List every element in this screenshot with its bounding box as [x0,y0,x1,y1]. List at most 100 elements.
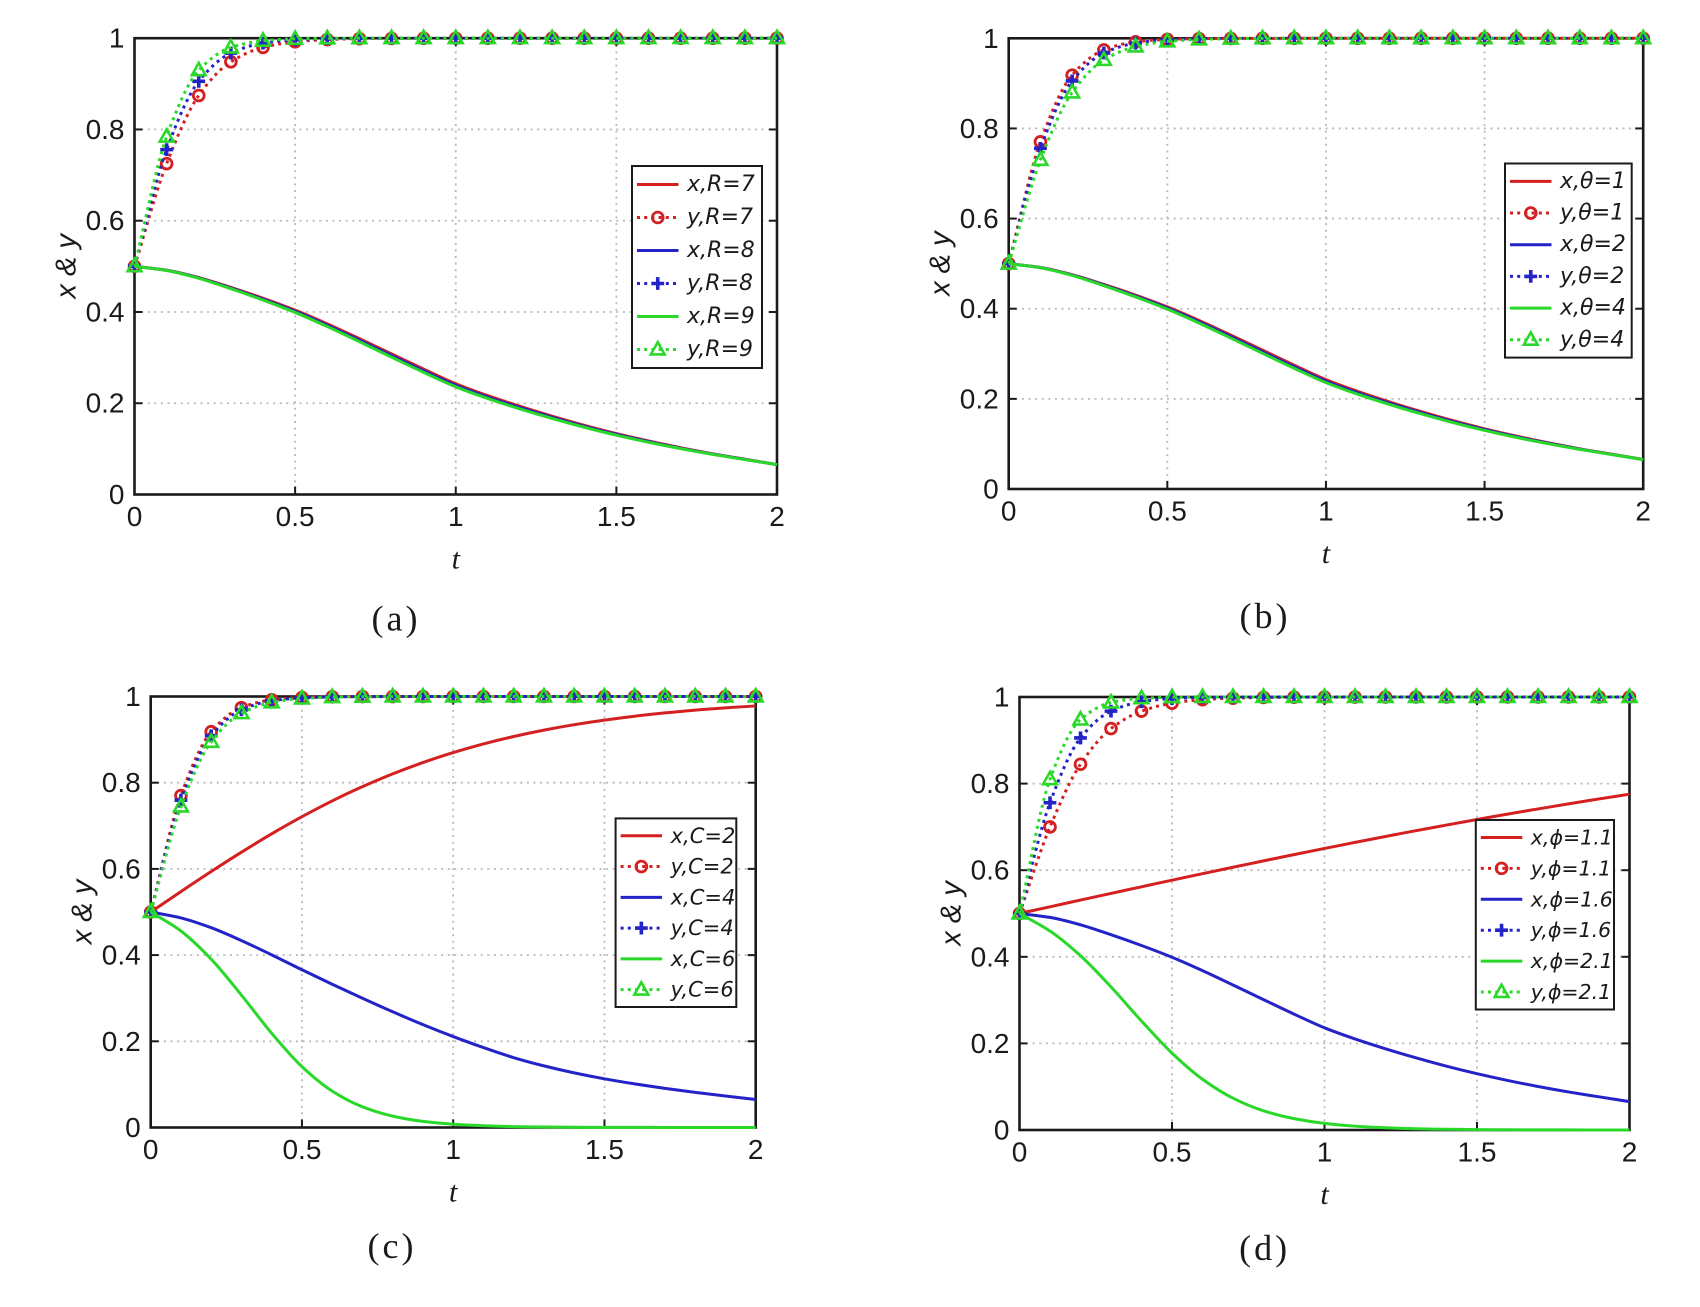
curve-c-4 [149,910,756,1129]
legend-label-a-4: x,R=9 [686,304,755,329]
marker-triangle [767,28,787,45]
xtick-label-d: 1 [1317,1137,1333,1168]
series-d-0 [1019,792,1630,915]
marker-triangle [446,28,465,45]
legend-box-a [631,165,763,369]
xtick-label-c: 0.5 [282,1134,321,1165]
legend-label-c-1: y,C=2 [670,855,734,879]
marker-plus [1074,731,1087,745]
legend-label-b-2: x,θ=2 [1559,232,1626,257]
marker-triangle [1094,49,1113,67]
legend-b: x,θ=1 y,θ=1 x,θ=2 y,θ=2 x,θ=4 y,θ=4 [1504,162,1633,359]
ylabel-b: x & y [925,230,957,298]
marker-triangle [353,686,372,703]
marker-triangle [350,28,369,45]
series-d-4 [1018,912,1630,1132]
marker-triangle [125,256,144,273]
xtick-label-c: 2 [748,1134,764,1165]
ytick-label-b: 1 [983,23,999,54]
marker-triangle [595,686,614,703]
legend-box-c [614,817,738,1009]
legend-label-c-3: y,C=4 [670,916,734,940]
legend-marker-triangle [648,339,667,356]
marker-plus [192,74,206,88]
ylabel-c: x & y [67,878,99,946]
xtick-label-d: 0.5 [1153,1137,1192,1168]
xtick-label-c: 1 [445,1134,461,1165]
marker-triangle [1507,28,1526,45]
series-b-4 [1008,262,1644,461]
grid-c [150,696,756,1128]
legend-marker-circle [1494,861,1509,876]
subplot-a: 0 0.5 1 1.5 2 0 0.2 0.4 0.6 0.8 1 t x & y (a) x,R=7 y,R… [51,23,787,639]
marker-triangle [157,126,176,143]
marker-triangle [1376,686,1395,704]
xtick-label-b: 1 [1318,496,1334,527]
marker-triangle [323,687,342,704]
marker-triangle [1620,686,1639,704]
legend-marker-triangle [632,979,651,996]
legend-marker-circle [1523,206,1538,220]
legend-marker-plus [651,277,665,290]
legend-label-b-5: y,θ=4 [1559,327,1624,352]
legend-label-d-3: y,ϕ=1.6 [1530,918,1611,942]
marker-triangle [1475,28,1494,45]
marker-triangle [510,28,530,45]
marker-triangle [444,686,463,703]
marker-triangle [1158,31,1177,48]
legend-label-c-2: x,C=4 [670,885,736,909]
ytick-label-a: 0.8 [86,114,125,145]
marker-triangle [1221,28,1240,45]
ytick-label-d: 0.2 [971,1028,1010,1059]
legend-label-a-3: y,R=8 [686,271,753,296]
marker-triangle [716,686,735,703]
curve-a-4 [134,264,778,467]
legend-label-a-1: y,R=7 [686,205,753,230]
legend-label-d-2: x,ϕ=1.6 [1530,887,1613,911]
subplot-c: 0 0.5 1 1.5 2 0 0.2 0.4 0.6 0.8 1 t x & y (c) x,C=2 y,C… [67,681,765,1266]
ytick-label-c: 0 [125,1112,141,1143]
series-a-4 [134,264,778,467]
legend-marker-plus [1524,269,1538,283]
ytick-label-b: 0.2 [960,383,999,414]
curve-d-4 [1018,912,1630,1132]
subplot-d: 0 0.5 1 1.5 2 0 0.2 0.4 0.6 0.8 1 t x & y (d) x,ϕ=1.1 y… [936,682,1639,1268]
xtick-label-a: 1.5 [597,501,636,532]
marker-triangle [1406,686,1426,704]
curve-a-5 [133,36,777,267]
ytick-label-a: 1 [109,23,125,54]
xtick-label-d: 0 [1012,1137,1028,1168]
marker-triangle [639,28,658,45]
xlabel-a: t [452,543,461,576]
marker-triangle [1031,149,1050,167]
legend-c: x,C=2 y,C=2 x,C=4 y,C=4 x,C=6 y,C=6 [614,817,738,1009]
marker-triangle [1254,686,1273,704]
marker-triangle [703,28,722,45]
marker-triangle [1443,28,1462,45]
legend-box-b [1504,162,1633,359]
legend-label-b-3: y,θ=2 [1559,264,1624,289]
xlabel-d: t [1320,1178,1329,1211]
marker-triangle [1189,29,1209,46]
legend-label-a-0: x,R=7 [686,172,755,197]
marker-triangle [318,28,337,45]
marker-triangle [1193,687,1212,704]
marker-triangle [1126,36,1145,53]
ytick-label-a: 0.2 [86,388,125,419]
series-a-5 [125,28,787,273]
marker-triangle [383,686,402,703]
xtick-label-a: 0 [127,501,143,532]
xtick-label-c: 0 [143,1134,159,1165]
legend-marker-circle [634,859,649,874]
marker-triangle [189,60,208,77]
marker-triangle [625,686,644,703]
curve-b-5 [1007,36,1644,265]
marker-triangle [202,731,221,749]
series-d-5 [1010,686,1639,920]
marker-triangle [474,686,493,703]
ytick-label-d: 1 [994,682,1010,713]
legend-label-b-4: x,θ=4 [1559,296,1626,321]
xtick-label-a: 1 [448,501,464,532]
legend-label-b-0: x,θ=1 [1559,169,1626,194]
legend-box-d [1474,819,1616,1011]
